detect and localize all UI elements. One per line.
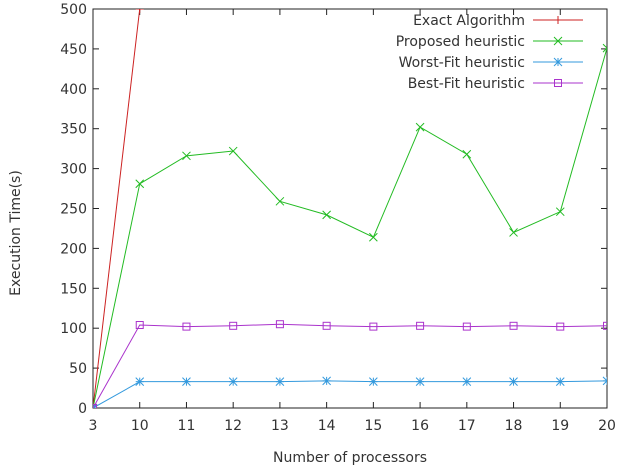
- x-tick-label: 18: [505, 418, 523, 434]
- plot-frame: [92, 8, 608, 409]
- data-point: [322, 210, 331, 220]
- y-tick-label: 100: [60, 321, 87, 337]
- data-point: [182, 322, 191, 331]
- data-point: [228, 146, 238, 156]
- y-axis-ticks: 0 50 100 150 200 250 300 350 400 450 500: [60, 2, 607, 417]
- series-line: [93, 9, 141, 408]
- y-axis-title: Execution Time(s): [8, 170, 24, 296]
- data-point: [322, 376, 331, 386]
- legend: Exact Algorithm Proposed heuristic Worst-F…: [396, 13, 583, 92]
- data-point: [462, 149, 472, 159]
- y-tick-label: 500: [60, 2, 87, 18]
- data-point: [275, 377, 285, 387]
- x-axis-title: Number of processors: [273, 450, 427, 466]
- data-point: [135, 179, 145, 189]
- y-tick-label: 250: [60, 202, 87, 218]
- data-point: [182, 151, 191, 161]
- data-point: [135, 377, 145, 387]
- data-point: [415, 377, 425, 387]
- legend-marker: [553, 36, 563, 46]
- x-tick-label: 3: [89, 418, 98, 434]
- legend-label: Best-Fit heuristic: [408, 76, 525, 92]
- x-tick-label: 13: [271, 418, 289, 434]
- legend-label: Exact Algorithm: [413, 13, 525, 29]
- series-line: [93, 47, 607, 408]
- y-tick-label: 50: [69, 361, 87, 377]
- data-point: [275, 196, 285, 206]
- series-line: [93, 323, 607, 408]
- plot-border: [92, 8, 608, 409]
- data-point: [509, 377, 518, 387]
- data-point: [228, 377, 238, 387]
- x-tick-label: 15: [364, 418, 382, 434]
- y-tick-label: 350: [60, 122, 87, 138]
- data-point: [555, 377, 565, 387]
- data-point: [556, 322, 565, 331]
- data-point: [509, 321, 518, 330]
- y-tick-label: 300: [60, 162, 87, 178]
- x-tick-label: 16: [411, 418, 429, 434]
- x-tick-label: 14: [318, 418, 336, 434]
- data-point: [462, 322, 471, 331]
- legend-marker: [554, 16, 562, 24]
- data-point: [602, 376, 607, 386]
- series-exact-algorithm: [93, 9, 144, 408]
- series-layer: [93, 9, 607, 408]
- data-point: [229, 321, 238, 330]
- x-axis-ticks: 3 10 11 12 13 14 15 16 17 18 19 20: [89, 9, 616, 434]
- data-point: [369, 377, 378, 387]
- legend-label: Worst-Fit heuristic: [399, 55, 525, 71]
- series-best-fit-heuristic: [93, 320, 607, 408]
- data-point: [416, 321, 425, 330]
- data-point: [369, 322, 378, 331]
- data-point: [603, 321, 607, 330]
- data-point: [135, 321, 144, 330]
- data-point: [602, 43, 607, 53]
- x-tick-label: 20: [598, 418, 616, 434]
- y-tick-label: 400: [60, 82, 87, 98]
- x-tick-label: 12: [224, 418, 242, 434]
- y-tick-label: 450: [60, 42, 87, 58]
- data-point: [462, 377, 472, 387]
- legend-marker: [553, 57, 563, 67]
- y-tick-label: 0: [78, 401, 87, 417]
- x-tick-label: 19: [551, 418, 569, 434]
- data-point: [369, 232, 378, 242]
- legend-marker: [554, 79, 562, 87]
- data-point: [93, 403, 98, 408]
- y-tick-label: 150: [60, 281, 87, 297]
- data-point: [275, 320, 284, 329]
- data-point: [509, 228, 518, 237]
- legend-label: Proposed heuristic: [396, 34, 525, 50]
- data-point: [135, 9, 144, 13]
- y-tick-label: 200: [60, 241, 87, 257]
- x-tick-label: 11: [178, 418, 196, 434]
- x-tick-label: 10: [131, 418, 149, 434]
- x-tick-label: 17: [458, 418, 476, 434]
- data-point: [415, 122, 425, 132]
- series-line: [93, 380, 607, 408]
- data-point: [555, 207, 565, 217]
- series-proposed-heuristic: [93, 43, 607, 408]
- data-point: [182, 377, 191, 387]
- data-point: [322, 321, 331, 330]
- series-worst-fit-heuristic: [93, 376, 607, 408]
